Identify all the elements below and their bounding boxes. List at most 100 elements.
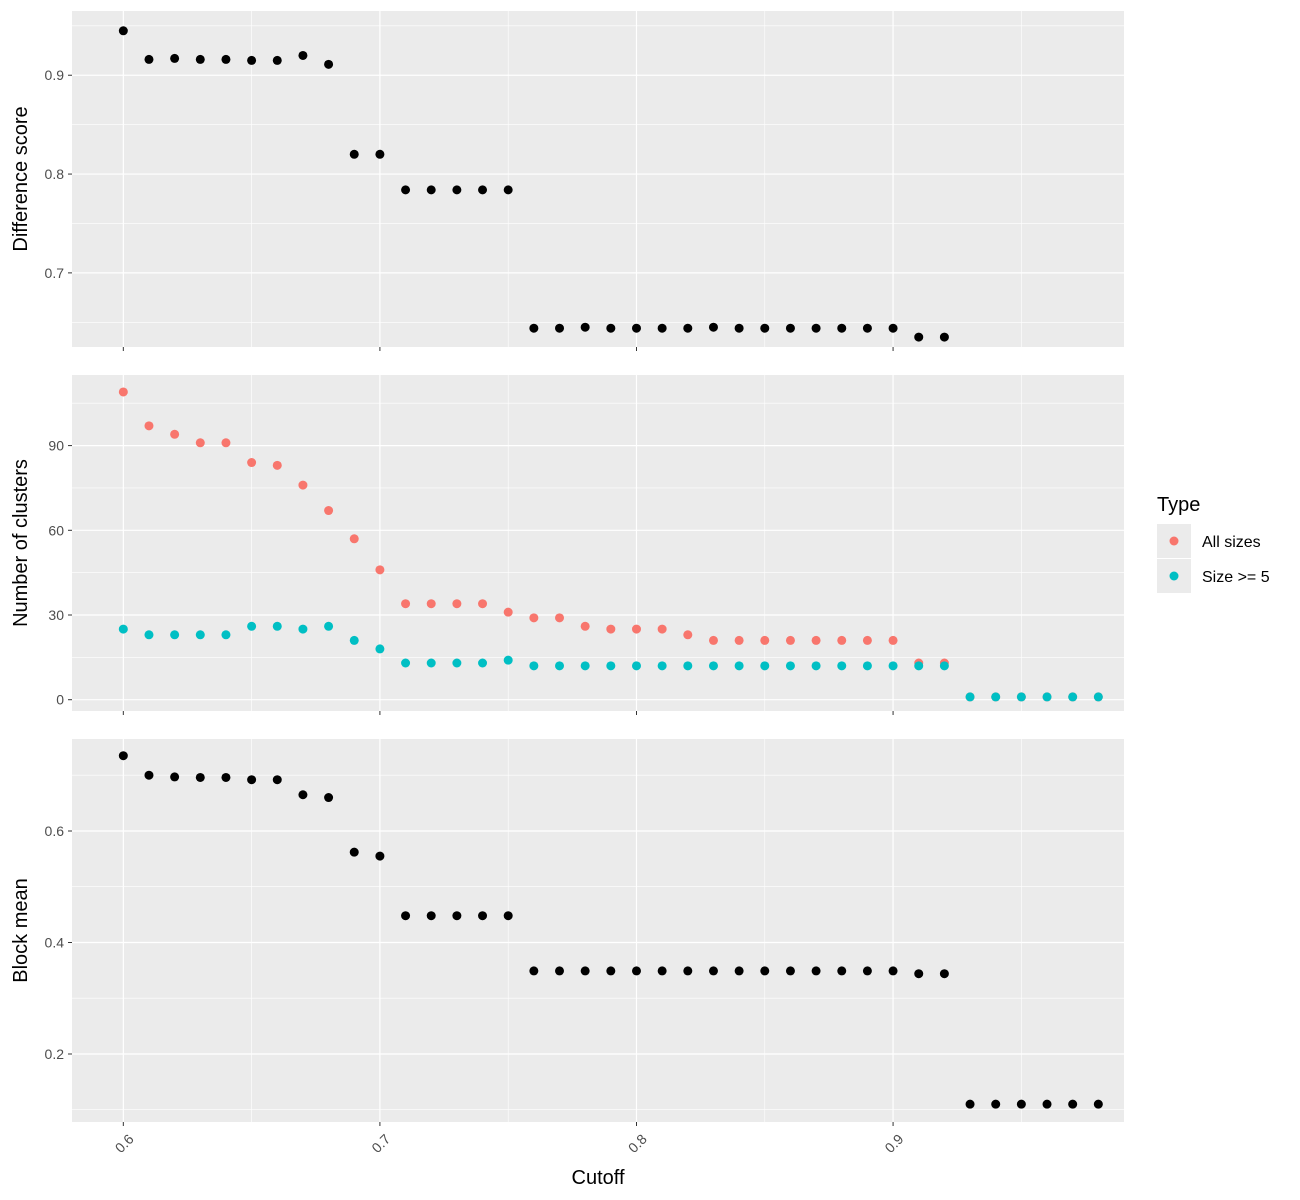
data-point	[580, 621, 590, 631]
data-point	[375, 565, 385, 575]
data-point	[349, 847, 359, 857]
data-point	[785, 323, 795, 333]
data-point	[965, 1099, 975, 1109]
data-point	[170, 630, 180, 640]
data-point	[1093, 1099, 1103, 1109]
data-point	[708, 322, 718, 332]
data-point	[657, 966, 667, 976]
data-point	[221, 54, 231, 64]
data-point	[734, 661, 744, 671]
data-point	[708, 661, 718, 671]
series-2	[118, 621, 1103, 702]
data-point	[811, 635, 821, 645]
panel-background	[72, 739, 1124, 1122]
data-point	[760, 661, 770, 671]
legend: Type All sizes Size >= 5	[1157, 494, 1270, 593]
data-point	[170, 429, 180, 439]
data-point	[247, 55, 257, 65]
data-point	[272, 55, 282, 65]
data-point	[118, 387, 128, 397]
data-point	[555, 661, 565, 671]
panels: 0.7 0.8 0.9 Difference score 0 30 60 90 Number o…	[10, 11, 1124, 1156]
data-point	[1042, 1099, 1052, 1109]
data-point	[272, 621, 282, 631]
data-point	[631, 661, 641, 671]
data-point	[272, 775, 282, 785]
data-point	[555, 323, 565, 333]
y-axis-title: Block mean	[10, 878, 32, 983]
data-point	[221, 772, 231, 782]
y-tick-label: 0.7	[45, 265, 65, 281]
data-point	[683, 323, 693, 333]
data-point	[401, 658, 411, 668]
data-point	[401, 911, 411, 921]
x-tick-label: 0.7	[368, 1131, 393, 1156]
data-point	[298, 790, 308, 800]
data-point	[785, 635, 795, 645]
y-axis-title: Difference score	[10, 106, 32, 251]
data-point	[811, 323, 821, 333]
data-point	[426, 185, 436, 195]
data-point	[144, 421, 154, 431]
data-point	[683, 966, 693, 976]
data-point	[965, 692, 975, 702]
data-point	[118, 624, 128, 634]
data-point	[195, 438, 205, 448]
data-point	[837, 966, 847, 976]
data-point	[529, 613, 539, 623]
data-point	[734, 635, 744, 645]
data-point	[888, 966, 898, 976]
panel-background	[72, 11, 1124, 347]
x-tick-label: 0.8	[625, 1131, 650, 1156]
panel-3: 0.2 0.4 0.6 Block mean	[10, 739, 1124, 1126]
data-point	[426, 599, 436, 609]
data-point	[195, 630, 205, 640]
x-tick-label: 0.9	[881, 1131, 906, 1156]
data-point	[888, 635, 898, 645]
data-point	[221, 630, 231, 640]
data-point	[631, 323, 641, 333]
data-point	[375, 851, 385, 861]
x-tick-label: 0.6	[112, 1131, 137, 1156]
data-point	[734, 323, 744, 333]
data-point	[144, 770, 154, 780]
data-point	[118, 751, 128, 761]
data-point	[914, 332, 924, 342]
data-point	[452, 599, 462, 609]
data-point	[914, 969, 924, 979]
data-point	[195, 54, 205, 64]
legend-key-size-5	[1169, 571, 1179, 581]
data-point	[529, 661, 539, 671]
data-point	[478, 911, 488, 921]
y-tick-label: 0.2	[45, 1046, 65, 1062]
data-point	[426, 658, 436, 668]
data-point	[862, 966, 872, 976]
data-point	[914, 661, 924, 671]
data-point	[657, 661, 667, 671]
data-point	[324, 59, 334, 69]
series-1	[118, 751, 1103, 1109]
data-point	[991, 1099, 1001, 1109]
data-point	[785, 661, 795, 671]
data-point	[503, 911, 513, 921]
legend-label-size-5: Size >= 5	[1202, 569, 1270, 586]
data-point	[683, 630, 693, 640]
data-point	[1016, 692, 1026, 702]
y-tick-label: 0	[56, 692, 64, 708]
data-point	[631, 624, 641, 634]
data-point	[195, 772, 205, 782]
data-point	[760, 635, 770, 645]
data-point	[503, 607, 513, 617]
data-point	[1042, 692, 1052, 702]
data-point	[247, 621, 257, 631]
data-point	[529, 323, 539, 333]
data-point	[811, 966, 821, 976]
data-point	[247, 775, 257, 785]
data-point	[734, 966, 744, 976]
data-point	[939, 969, 949, 979]
data-point	[606, 661, 616, 671]
data-point	[657, 624, 667, 634]
y-tick-label: 0.8	[45, 166, 65, 182]
data-point	[375, 644, 385, 654]
data-point	[144, 630, 154, 640]
